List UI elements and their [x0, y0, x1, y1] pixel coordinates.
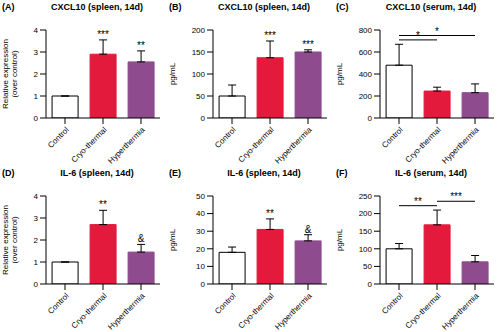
- svg-text:150: 150: [192, 48, 206, 57]
- svg-text:&: &: [305, 224, 312, 235]
- svg-text:1: 1: [34, 258, 39, 267]
- html-text:(F): (F): [336, 168, 348, 178]
- svg-text:Control: Control: [46, 125, 71, 150]
- svg-text:250: 250: [359, 192, 373, 201]
- svg-text:600: 600: [359, 48, 373, 57]
- svg-text:200: 200: [192, 26, 206, 35]
- svg-text:***: ***: [450, 191, 462, 202]
- svg-text:Cryo-thermal: Cryo-thermal: [70, 291, 109, 330]
- html-text:(D): (D): [2, 168, 15, 178]
- svg-text:Hyperthermia: Hyperthermia: [106, 291, 147, 330]
- svg-text:***: ***: [264, 30, 276, 41]
- svg-text:***: ***: [302, 39, 314, 50]
- svg-text:0: 0: [368, 280, 373, 289]
- svg-text:2: 2: [34, 70, 39, 79]
- svg-text:100: 100: [192, 70, 206, 79]
- svg-text:Cryo-thermal: Cryo-thermal: [237, 291, 276, 330]
- svg-text:Hyperthermia: Hyperthermia: [440, 291, 481, 330]
- svg-text:**: **: [137, 40, 145, 51]
- svg-text:4: 4: [34, 192, 39, 201]
- svg-text:0: 0: [368, 114, 373, 123]
- html-text:IL-6 (spleen, 14d): IL-6 (spleen, 14d): [60, 168, 134, 178]
- svg-text:400: 400: [359, 70, 373, 79]
- html-text:IL-6 (spleen, 14d): IL-6 (spleen, 14d): [227, 168, 301, 178]
- svg-text:0: 0: [34, 280, 39, 289]
- svg-text:4: 4: [34, 26, 39, 35]
- svg-text:***: ***: [97, 29, 109, 40]
- svg-text:pg/mL: pg/mL: [168, 62, 177, 85]
- html-text:(C): (C): [336, 2, 349, 12]
- svg-text:100: 100: [359, 245, 373, 254]
- svg-text:150: 150: [359, 227, 373, 236]
- svg-text:Hyperthermia: Hyperthermia: [106, 125, 147, 164]
- svg-text:20: 20: [196, 245, 205, 254]
- svg-text:1: 1: [34, 92, 39, 101]
- html-text:CXCL10 (spleen, 14d): CXCL10 (spleen, 14d): [51, 2, 143, 12]
- svg-text:Cryo-thermal: Cryo-thermal: [70, 125, 109, 164]
- svg-text:Cryo-thermal: Cryo-thermal: [404, 291, 443, 330]
- svg-text:Control: Control: [380, 125, 405, 150]
- svg-text:pg/mL: pg/mL: [335, 228, 344, 251]
- svg-text:**: **: [99, 199, 107, 210]
- html-text:(B): (B): [169, 2, 182, 12]
- svg-text:Hyperthermia: Hyperthermia: [273, 125, 314, 164]
- html-text:CXCL10 (serum, 14d): CXCL10 (serum, 14d): [385, 2, 477, 12]
- svg-text:Control: Control: [46, 291, 71, 316]
- svg-text:800: 800: [359, 26, 373, 35]
- svg-text:&: &: [138, 233, 145, 244]
- svg-text:pg/mL: pg/mL: [168, 228, 177, 251]
- html-text:(E): (E): [169, 168, 181, 178]
- svg-text:0: 0: [34, 114, 39, 123]
- html-text:CXCL10 (spleen, 14d): CXCL10 (spleen, 14d): [218, 2, 310, 12]
- svg-text:*: *: [435, 26, 439, 37]
- svg-text:200: 200: [359, 209, 373, 218]
- svg-text:50: 50: [196, 92, 205, 101]
- svg-text:2: 2: [34, 236, 39, 245]
- html-text:(A): (A): [2, 2, 15, 12]
- svg-text:Control: Control: [213, 125, 238, 150]
- svg-text:Control: Control: [213, 291, 238, 316]
- svg-text:10: 10: [196, 262, 205, 271]
- svg-text:(over control): (over control): [10, 216, 19, 263]
- svg-text:0: 0: [201, 280, 206, 289]
- svg-text:50: 50: [196, 192, 205, 201]
- svg-text:Hyperthermia: Hyperthermia: [440, 125, 481, 164]
- svg-text:3: 3: [34, 214, 39, 223]
- svg-text:0: 0: [201, 114, 206, 123]
- svg-text:Cryo-thermal: Cryo-thermal: [237, 125, 276, 164]
- svg-text:40: 40: [196, 209, 205, 218]
- svg-text:Control: Control: [380, 291, 405, 316]
- svg-text:Hyperthermia: Hyperthermia: [273, 291, 314, 330]
- svg-text:**: **: [266, 208, 274, 219]
- svg-text:30: 30: [196, 227, 205, 236]
- svg-text:pg/mL: pg/mL: [335, 62, 344, 85]
- svg-text:*: *: [416, 30, 420, 41]
- html-text:IL-6 (serum, 14d): IL-6 (serum, 14d): [395, 168, 467, 178]
- svg-text:200: 200: [359, 92, 373, 101]
- svg-text:**: **: [414, 196, 422, 207]
- svg-text:3: 3: [34, 48, 39, 57]
- svg-text:Cryo-thermal: Cryo-thermal: [404, 125, 443, 164]
- svg-text:50: 50: [363, 262, 372, 271]
- svg-text:(over control): (over control): [10, 50, 19, 97]
